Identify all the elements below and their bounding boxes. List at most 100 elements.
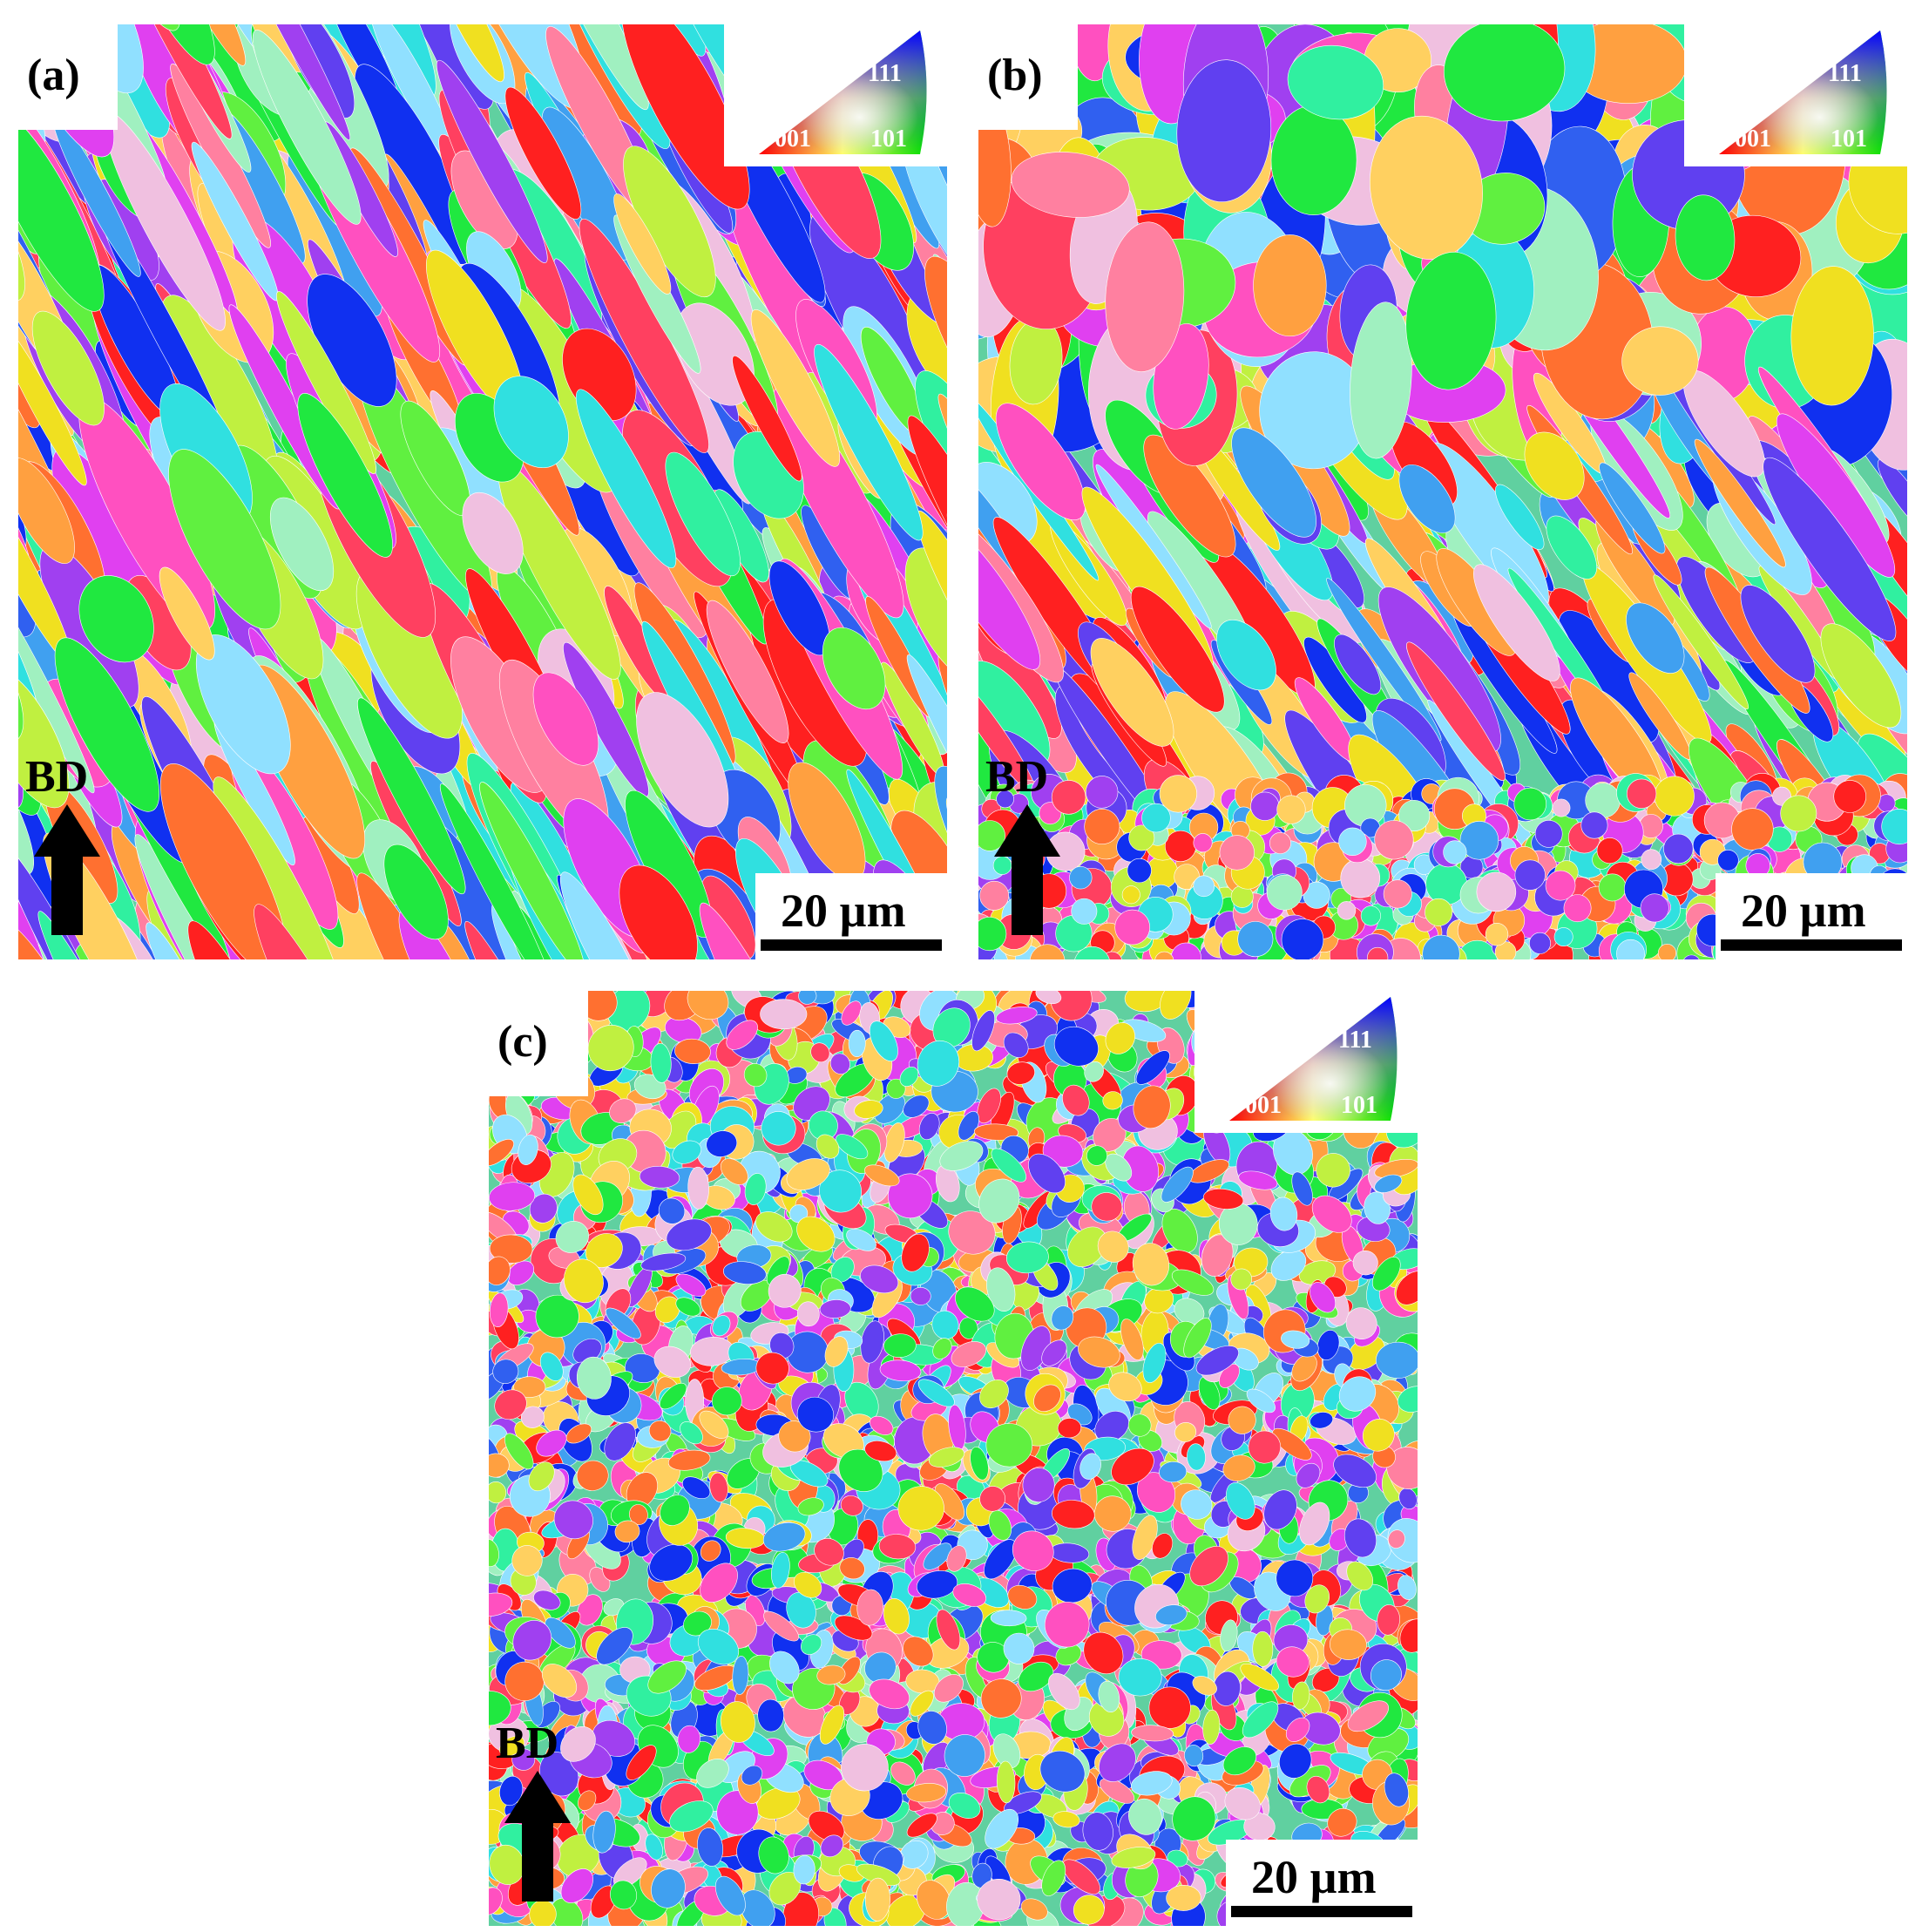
grain: [1367, 946, 1389, 959]
grain: [550, 1897, 584, 1926]
grain: [252, 30, 362, 225]
grain: [1193, 833, 1213, 853]
grain: [874, 1093, 906, 1124]
grain: [1246, 1388, 1276, 1413]
grain: [667, 1449, 711, 1471]
grain: [0, 559, 17, 807]
grain: [1176, 59, 1272, 202]
grain: [225, 958, 315, 959]
grain: [541, 0, 661, 16]
grain: [1141, 803, 1171, 833]
grain: [383, 844, 449, 940]
grain: [1276, 795, 1306, 824]
grain: [0, 0, 29, 24]
grain: [619, 864, 698, 959]
grain: [1396, 1271, 1418, 1305]
grain: [1159, 775, 1197, 813]
grain: [677, 1725, 700, 1753]
grain: [37, 911, 166, 959]
grain: [1105, 221, 1185, 372]
grain: [0, 915, 15, 1084]
grain: [978, 515, 1041, 670]
grain: [906, 654, 947, 865]
grain: [187, 920, 281, 959]
grain: [0, 440, 15, 588]
grain: [906, 1813, 937, 1838]
grain: [236, 0, 322, 18]
ipf-label: 111: [868, 60, 902, 87]
grain: [1545, 870, 1576, 901]
grain: [1270, 1249, 1307, 1281]
panel-label: (b): [987, 51, 1043, 100]
direction-label: BD: [985, 752, 1048, 802]
grain: [1422, 934, 1460, 959]
grain: [1663, 833, 1694, 864]
grain: [1340, 858, 1381, 898]
grain: [604, 1422, 636, 1461]
label-cutout: [17, 23, 118, 130]
grain: [1170, 942, 1201, 959]
grain: [1833, 780, 1867, 813]
grain: [636, 692, 729, 828]
grain: [1164, 830, 1197, 862]
grain: [254, 904, 389, 959]
grain: [54, 637, 160, 812]
grain: [1653, 574, 1749, 709]
grain: [566, 0, 638, 10]
grain: [168, 0, 272, 3]
grain: [1640, 893, 1669, 923]
grain: [979, 880, 1010, 911]
grain: [1237, 921, 1274, 958]
ipf-key-white: [1719, 31, 1887, 154]
grain: [1360, 905, 1381, 926]
grain: [0, 0, 53, 15]
grain: [18, 844, 128, 959]
grain: [1790, 266, 1874, 406]
grain: [464, 920, 599, 959]
grain: [1128, 824, 1155, 851]
grain: [1552, 798, 1571, 817]
grain: [1820, 623, 1902, 729]
grain: [479, 782, 585, 959]
grain: [18, 548, 95, 794]
grain: [903, 1095, 930, 1118]
grain: [0, 430, 2, 636]
grain: [1580, 811, 1608, 839]
grain: [995, 403, 1086, 521]
grain: [732, 355, 802, 482]
grain: [937, 393, 947, 618]
grain: [1524, 431, 1585, 500]
grain: [18, 105, 105, 312]
grain: [1563, 894, 1592, 923]
grain: [978, 917, 1007, 952]
grain: [1114, 909, 1150, 946]
grain: [356, 872, 474, 959]
grain: [1398, 464, 1456, 533]
grain: [439, 783, 553, 959]
grain: [1881, 808, 1907, 845]
grain: [958, 1317, 978, 1339]
grain: [1181, 1489, 1213, 1520]
grain: [276, 291, 376, 474]
grain: [48, 0, 136, 8]
grain: [60, 0, 172, 13]
grain: [288, 0, 383, 7]
grain: [1051, 780, 1086, 815]
ipf-key-white: [759, 31, 927, 154]
grain: [1222, 1454, 1255, 1481]
grain: [1443, 840, 1467, 864]
grain: [532, 672, 599, 766]
ipf-label: 111: [1828, 60, 1862, 87]
grain: [1143, 434, 1236, 558]
grain: [224, 24, 351, 140]
grain: [1641, 849, 1662, 871]
grain: [538, 24, 649, 111]
grain: [1717, 850, 1739, 871]
grain: [1878, 458, 1907, 532]
grain: [1094, 1411, 1129, 1442]
grain: [504, 86, 582, 220]
scale-bar: [761, 939, 942, 951]
